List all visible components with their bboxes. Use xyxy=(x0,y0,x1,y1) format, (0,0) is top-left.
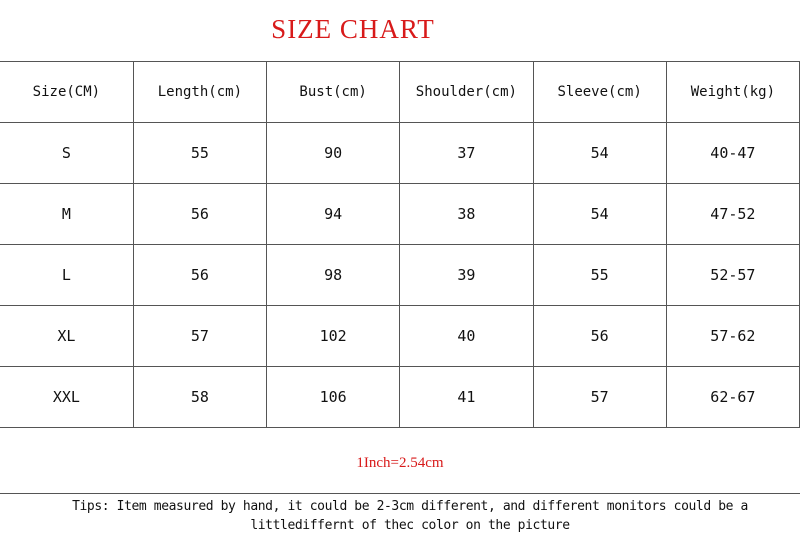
cell-bust: 106 xyxy=(265,366,401,428)
table-row: S 55 90 37 54 40-47 xyxy=(0,122,800,184)
table-row: XXL 58 106 41 57 62-67 xyxy=(0,366,800,428)
cell-length: 55 xyxy=(132,122,268,184)
chart-title: SIZE CHART xyxy=(271,14,435,44)
cell-weight: 62-67 xyxy=(665,366,800,428)
cell-shoulder: 39 xyxy=(399,244,534,306)
cell-bust: 90 xyxy=(265,122,401,184)
table-row: XL 57 102 40 56 57-62 xyxy=(0,305,800,367)
tips-text: Tips: Item measured by hand, it could be… xyxy=(72,499,748,533)
cell-shoulder: 41 xyxy=(399,366,534,428)
header-row: Size(CM) Length(cm) Bust(cm) Shoulder(cm… xyxy=(0,61,800,123)
header-weight: Weight(kg) xyxy=(665,61,800,123)
cell-length: 58 xyxy=(132,366,268,428)
cell-weight: 57-62 xyxy=(665,305,800,367)
cell-shoulder: 38 xyxy=(399,183,534,245)
cell-sleeve: 55 xyxy=(532,244,667,306)
header-size: Size(CM) xyxy=(0,61,134,123)
table-body: S 55 90 37 54 40-47 M 56 94 38 54 47-52 L 56 98 39 55 52-… xyxy=(0,122,800,428)
cell-size: M xyxy=(0,183,134,245)
cell-length: 56 xyxy=(132,183,268,245)
cell-weight: 40-47 xyxy=(665,122,800,184)
cell-size: S xyxy=(0,122,134,184)
cell-sleeve: 54 xyxy=(532,183,667,245)
size-table: Size(CM) Length(cm) Bust(cm) Shoulder(cm… xyxy=(0,61,800,428)
cell-size: XXL xyxy=(0,366,134,428)
cell-weight: 47-52 xyxy=(665,183,800,245)
cell-bust: 102 xyxy=(265,305,401,367)
cell-bust: 98 xyxy=(265,244,401,306)
table-row: L 56 98 39 55 52-57 xyxy=(0,244,800,306)
cell-length: 56 xyxy=(132,244,268,306)
cell-shoulder: 37 xyxy=(399,122,534,184)
cell-size: XL xyxy=(0,305,134,367)
cell-sleeve: 54 xyxy=(532,122,667,184)
cell-sleeve: 56 xyxy=(532,305,667,367)
cell-weight: 52-57 xyxy=(665,244,800,306)
cell-size: L xyxy=(0,244,134,306)
header-shoulder: Shoulder(cm) xyxy=(399,61,534,123)
cell-bust: 94 xyxy=(265,183,401,245)
header-sleeve: Sleeve(cm) xyxy=(532,61,667,123)
cell-length: 57 xyxy=(132,305,268,367)
cell-shoulder: 40 xyxy=(399,305,534,367)
header-bust: Bust(cm) xyxy=(265,61,401,123)
cell-sleeve: 57 xyxy=(532,366,667,428)
inch-conversion-note: 1Inch=2.54cm xyxy=(0,433,800,494)
table-row: M 56 94 38 54 47-52 xyxy=(0,183,800,245)
header-length: Length(cm) xyxy=(132,61,268,123)
